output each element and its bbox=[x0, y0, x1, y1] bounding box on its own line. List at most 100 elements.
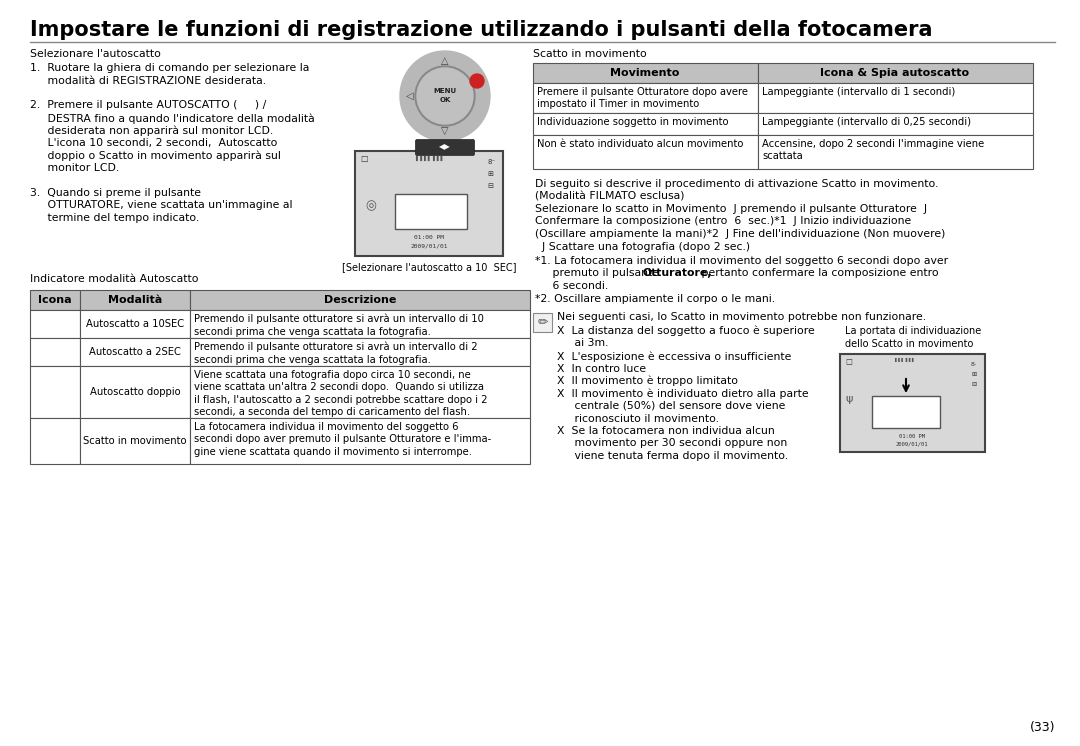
Text: termine del tempo indicato.: termine del tempo indicato. bbox=[30, 213, 199, 223]
FancyBboxPatch shape bbox=[416, 140, 474, 155]
Text: La fotocamera individua il movimento del soggetto 6
secondi dopo aver premuto il: La fotocamera individua il movimento del… bbox=[194, 422, 491, 457]
Text: ⊞: ⊞ bbox=[971, 372, 976, 377]
Bar bbox=[534, 313, 552, 332]
Text: (Modalità FILMATO esclusa): (Modalità FILMATO esclusa) bbox=[535, 192, 685, 201]
Text: *2. Oscillare ampiamente il corpo o le mani.: *2. Oscillare ampiamente il corpo o le m… bbox=[535, 293, 775, 304]
Text: 8⁻: 8⁻ bbox=[487, 159, 496, 165]
Text: Descrizione: Descrizione bbox=[324, 295, 396, 305]
Text: Icona & Spia autoscatto: Icona & Spia autoscatto bbox=[821, 68, 970, 78]
Text: OK: OK bbox=[440, 97, 450, 103]
Bar bbox=[758, 83, 1032, 113]
Text: △: △ bbox=[442, 56, 449, 66]
Text: ☐: ☐ bbox=[360, 155, 367, 164]
Text: 01:00 PM: 01:00 PM bbox=[414, 235, 444, 240]
Bar bbox=[534, 135, 758, 169]
Bar bbox=[30, 418, 80, 464]
Circle shape bbox=[415, 66, 475, 126]
Text: ⊞: ⊞ bbox=[487, 171, 492, 177]
Bar bbox=[30, 290, 80, 310]
Text: X  In contro luce: X In contro luce bbox=[557, 363, 646, 374]
Text: 2009/01/01: 2009/01/01 bbox=[410, 244, 448, 249]
Text: X  L'esposizione è eccessiva o insufficiente: X L'esposizione è eccessiva o insufficie… bbox=[557, 351, 792, 362]
Text: Icona: Icona bbox=[38, 295, 71, 305]
Bar bbox=[190, 366, 530, 418]
Bar bbox=[758, 63, 1032, 83]
Bar bbox=[190, 290, 530, 310]
Circle shape bbox=[417, 68, 473, 124]
Text: doppio o Scatto in movimento apparirà sul: doppio o Scatto in movimento apparirà su… bbox=[30, 151, 281, 161]
Bar bbox=[80, 290, 190, 310]
Text: Scatto in movimento: Scatto in movimento bbox=[534, 49, 647, 59]
Text: modalità di REGISTRAZIONE desiderata.: modalità di REGISTRAZIONE desiderata. bbox=[30, 75, 266, 86]
Text: Selezionare lo scatto in Movimento  J premendo il pulsante Otturatore  J: Selezionare lo scatto in Movimento J pre… bbox=[535, 204, 927, 214]
Circle shape bbox=[400, 51, 490, 141]
Text: desiderata non apparirà sul monitor LCD.: desiderata non apparirà sul monitor LCD. bbox=[30, 125, 273, 136]
Text: X  Il movimento è individuato dietro alla parte: X Il movimento è individuato dietro alla… bbox=[557, 389, 809, 399]
Text: ⊟: ⊟ bbox=[971, 382, 976, 387]
Text: Premere il pulsante Otturatore dopo avere
impostato il Timer in movimento: Premere il pulsante Otturatore dopo aver… bbox=[537, 87, 748, 110]
Bar bbox=[30, 366, 80, 418]
Text: Premendo il pulsante otturatore si avrà un intervallo di 10
secondi prima che ve: Premendo il pulsante otturatore si avrà … bbox=[194, 314, 484, 337]
Bar bbox=[534, 113, 758, 135]
Bar bbox=[395, 194, 467, 229]
Text: DESTRA fino a quando l'indicatore della modalità: DESTRA fino a quando l'indicatore della … bbox=[30, 113, 314, 124]
Text: riconosciuto il movimento.: riconosciuto il movimento. bbox=[557, 413, 719, 424]
Text: X  Il movimento è troppo limitato: X Il movimento è troppo limitato bbox=[557, 376, 738, 386]
Text: Movimento: Movimento bbox=[610, 68, 679, 78]
Bar bbox=[355, 151, 503, 256]
Text: ✏: ✏ bbox=[537, 316, 548, 330]
Text: Selezionare l'autoscatto: Selezionare l'autoscatto bbox=[30, 49, 161, 59]
Bar bbox=[840, 354, 985, 452]
Text: Indicatore modalità Autoscatto: Indicatore modalità Autoscatto bbox=[30, 274, 199, 284]
Bar bbox=[190, 418, 530, 464]
Text: Autoscatto doppio: Autoscatto doppio bbox=[90, 387, 180, 397]
Bar bbox=[80, 418, 190, 464]
Text: ◎: ◎ bbox=[365, 199, 377, 213]
Text: Otturatore,: Otturatore, bbox=[643, 269, 712, 278]
Text: Viene scattata una fotografia dopo circa 10 secondi, ne
viene scattata un'altra : Viene scattata una fotografia dopo circa… bbox=[194, 370, 487, 417]
Bar bbox=[758, 135, 1032, 169]
Text: (Oscillare ampiamente la mani)*2  J Fine dell'individuazione (Non muovere): (Oscillare ampiamente la mani)*2 J Fine … bbox=[535, 229, 945, 239]
Text: MENU: MENU bbox=[433, 88, 457, 94]
Text: 3.  Quando si preme il pulsante: 3. Quando si preme il pulsante bbox=[30, 188, 201, 198]
Text: ψ: ψ bbox=[845, 394, 852, 404]
Text: J Scattare una fotografia (dopo 2 sec.): J Scattare una fotografia (dopo 2 sec.) bbox=[535, 242, 751, 251]
Text: centrale (50%) del sensore dove viene: centrale (50%) del sensore dove viene bbox=[557, 401, 785, 411]
Text: 1.  Ruotare la ghiera di comando per selezionare la: 1. Ruotare la ghiera di comando per sele… bbox=[30, 63, 309, 73]
Text: X  La distanza del soggetto a fuoco è superiore: X La distanza del soggetto a fuoco è sup… bbox=[557, 326, 814, 336]
Text: ⊟: ⊟ bbox=[487, 183, 492, 189]
Text: *1. La fotocamera individua il movimento del soggetto 6 secondi dopo aver: *1. La fotocamera individua il movimento… bbox=[535, 256, 948, 266]
Text: ▌ ▌▌▌ ▌▌▌: ▌ ▌▌▌ ▌▌▌ bbox=[415, 156, 444, 161]
Text: Autoscatto a 2SEC: Autoscatto a 2SEC bbox=[89, 347, 181, 357]
Circle shape bbox=[470, 74, 484, 88]
Text: Impostare le funzioni di registrazione utilizzando i pulsanti della fotocamera: Impostare le funzioni di registrazione u… bbox=[30, 20, 932, 40]
Text: 6 secondi.: 6 secondi. bbox=[535, 281, 608, 291]
Bar bbox=[80, 338, 190, 366]
Bar bbox=[534, 83, 758, 113]
Text: OTTURATORE, viene scattata un'immagine al: OTTURATORE, viene scattata un'immagine a… bbox=[30, 201, 293, 210]
Text: Confermare la composizione (entro  6  sec.)*1  J Inizio individuazione: Confermare la composizione (entro 6 sec.… bbox=[535, 216, 912, 227]
Text: viene tenuta ferma dopo il movimento.: viene tenuta ferma dopo il movimento. bbox=[557, 451, 788, 461]
Text: L'icona 10 secondi, 2 secondi,  Autoscatto: L'icona 10 secondi, 2 secondi, Autoscatt… bbox=[30, 138, 278, 148]
Bar bbox=[534, 63, 758, 83]
Text: ◁: ◁ bbox=[406, 91, 414, 101]
Text: ai 3m.: ai 3m. bbox=[557, 339, 608, 348]
Text: ☐: ☐ bbox=[845, 358, 852, 367]
Text: Individuazione soggetto in movimento: Individuazione soggetto in movimento bbox=[537, 117, 729, 127]
Text: ◀▶: ◀▶ bbox=[440, 142, 450, 151]
Text: pertanto confermare la composizione entro: pertanto confermare la composizione entr… bbox=[698, 269, 939, 278]
Text: (33): (33) bbox=[1029, 721, 1055, 734]
Text: Autoscatto a 10SEC: Autoscatto a 10SEC bbox=[86, 319, 184, 329]
Text: Non è stato individuato alcun movimento: Non è stato individuato alcun movimento bbox=[537, 139, 743, 149]
Text: 01:00 PM: 01:00 PM bbox=[899, 434, 924, 439]
Text: Accensine, dopo 2 secondi l'immagine viene
scattata: Accensine, dopo 2 secondi l'immagine vie… bbox=[762, 139, 984, 161]
Text: 8-: 8- bbox=[971, 362, 977, 367]
Bar bbox=[80, 310, 190, 338]
Bar bbox=[758, 113, 1032, 135]
Bar bbox=[80, 366, 190, 418]
Text: ▌▌▌ ▌▌▌: ▌▌▌ ▌▌▌ bbox=[895, 358, 915, 362]
Bar bbox=[872, 396, 940, 428]
Text: Di seguito si descrive il procedimento di attivazione Scatto in movimento.: Di seguito si descrive il procedimento d… bbox=[535, 179, 939, 189]
Text: Lampeggiante (intervallo di 0,25 secondi): Lampeggiante (intervallo di 0,25 secondi… bbox=[762, 117, 971, 127]
Bar bbox=[30, 310, 80, 338]
